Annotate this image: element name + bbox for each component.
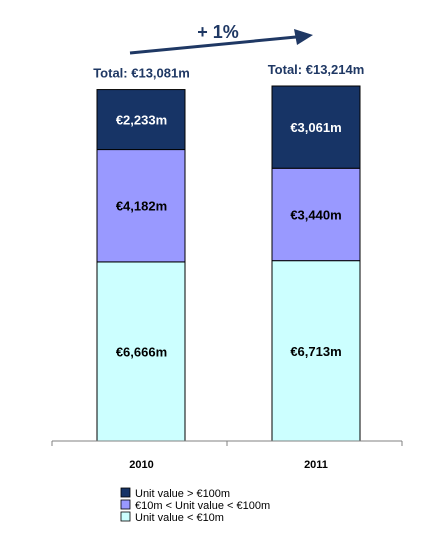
data-label: €6,666m [116, 344, 167, 359]
legend-label: €10m < Unit value < €100m [135, 500, 270, 512]
data-label: €3,061m [290, 120, 341, 135]
growth-arrow-line [129, 35, 297, 55]
data-label: €4,182m [116, 199, 167, 214]
bar-segment [271, 167, 361, 262]
legend-swatch [120, 499, 131, 510]
data-label: €3,440m [290, 207, 341, 222]
bar-segment [96, 261, 186, 442]
bar-segment [96, 149, 186, 263]
x-tick-label: 2011 [304, 459, 328, 471]
data-label: €2,233m [116, 113, 167, 128]
bar-segment [271, 85, 361, 169]
legend-label: Unit value < €10m [135, 512, 224, 524]
growth-annotation: + 1% [197, 22, 239, 42]
legend-swatch [120, 487, 131, 498]
x-tick-label: 2010 [129, 459, 153, 471]
legend-label: Unit value > €100m [135, 488, 230, 500]
legend-swatch [120, 511, 131, 522]
bar-segment [271, 260, 361, 442]
bar-segment [96, 89, 186, 151]
total-label: Total: €13,214m [268, 62, 365, 77]
total-label: Total: €13,081m [93, 66, 190, 81]
growth-arrow-head [294, 29, 313, 45]
data-label: €6,713m [290, 344, 341, 359]
